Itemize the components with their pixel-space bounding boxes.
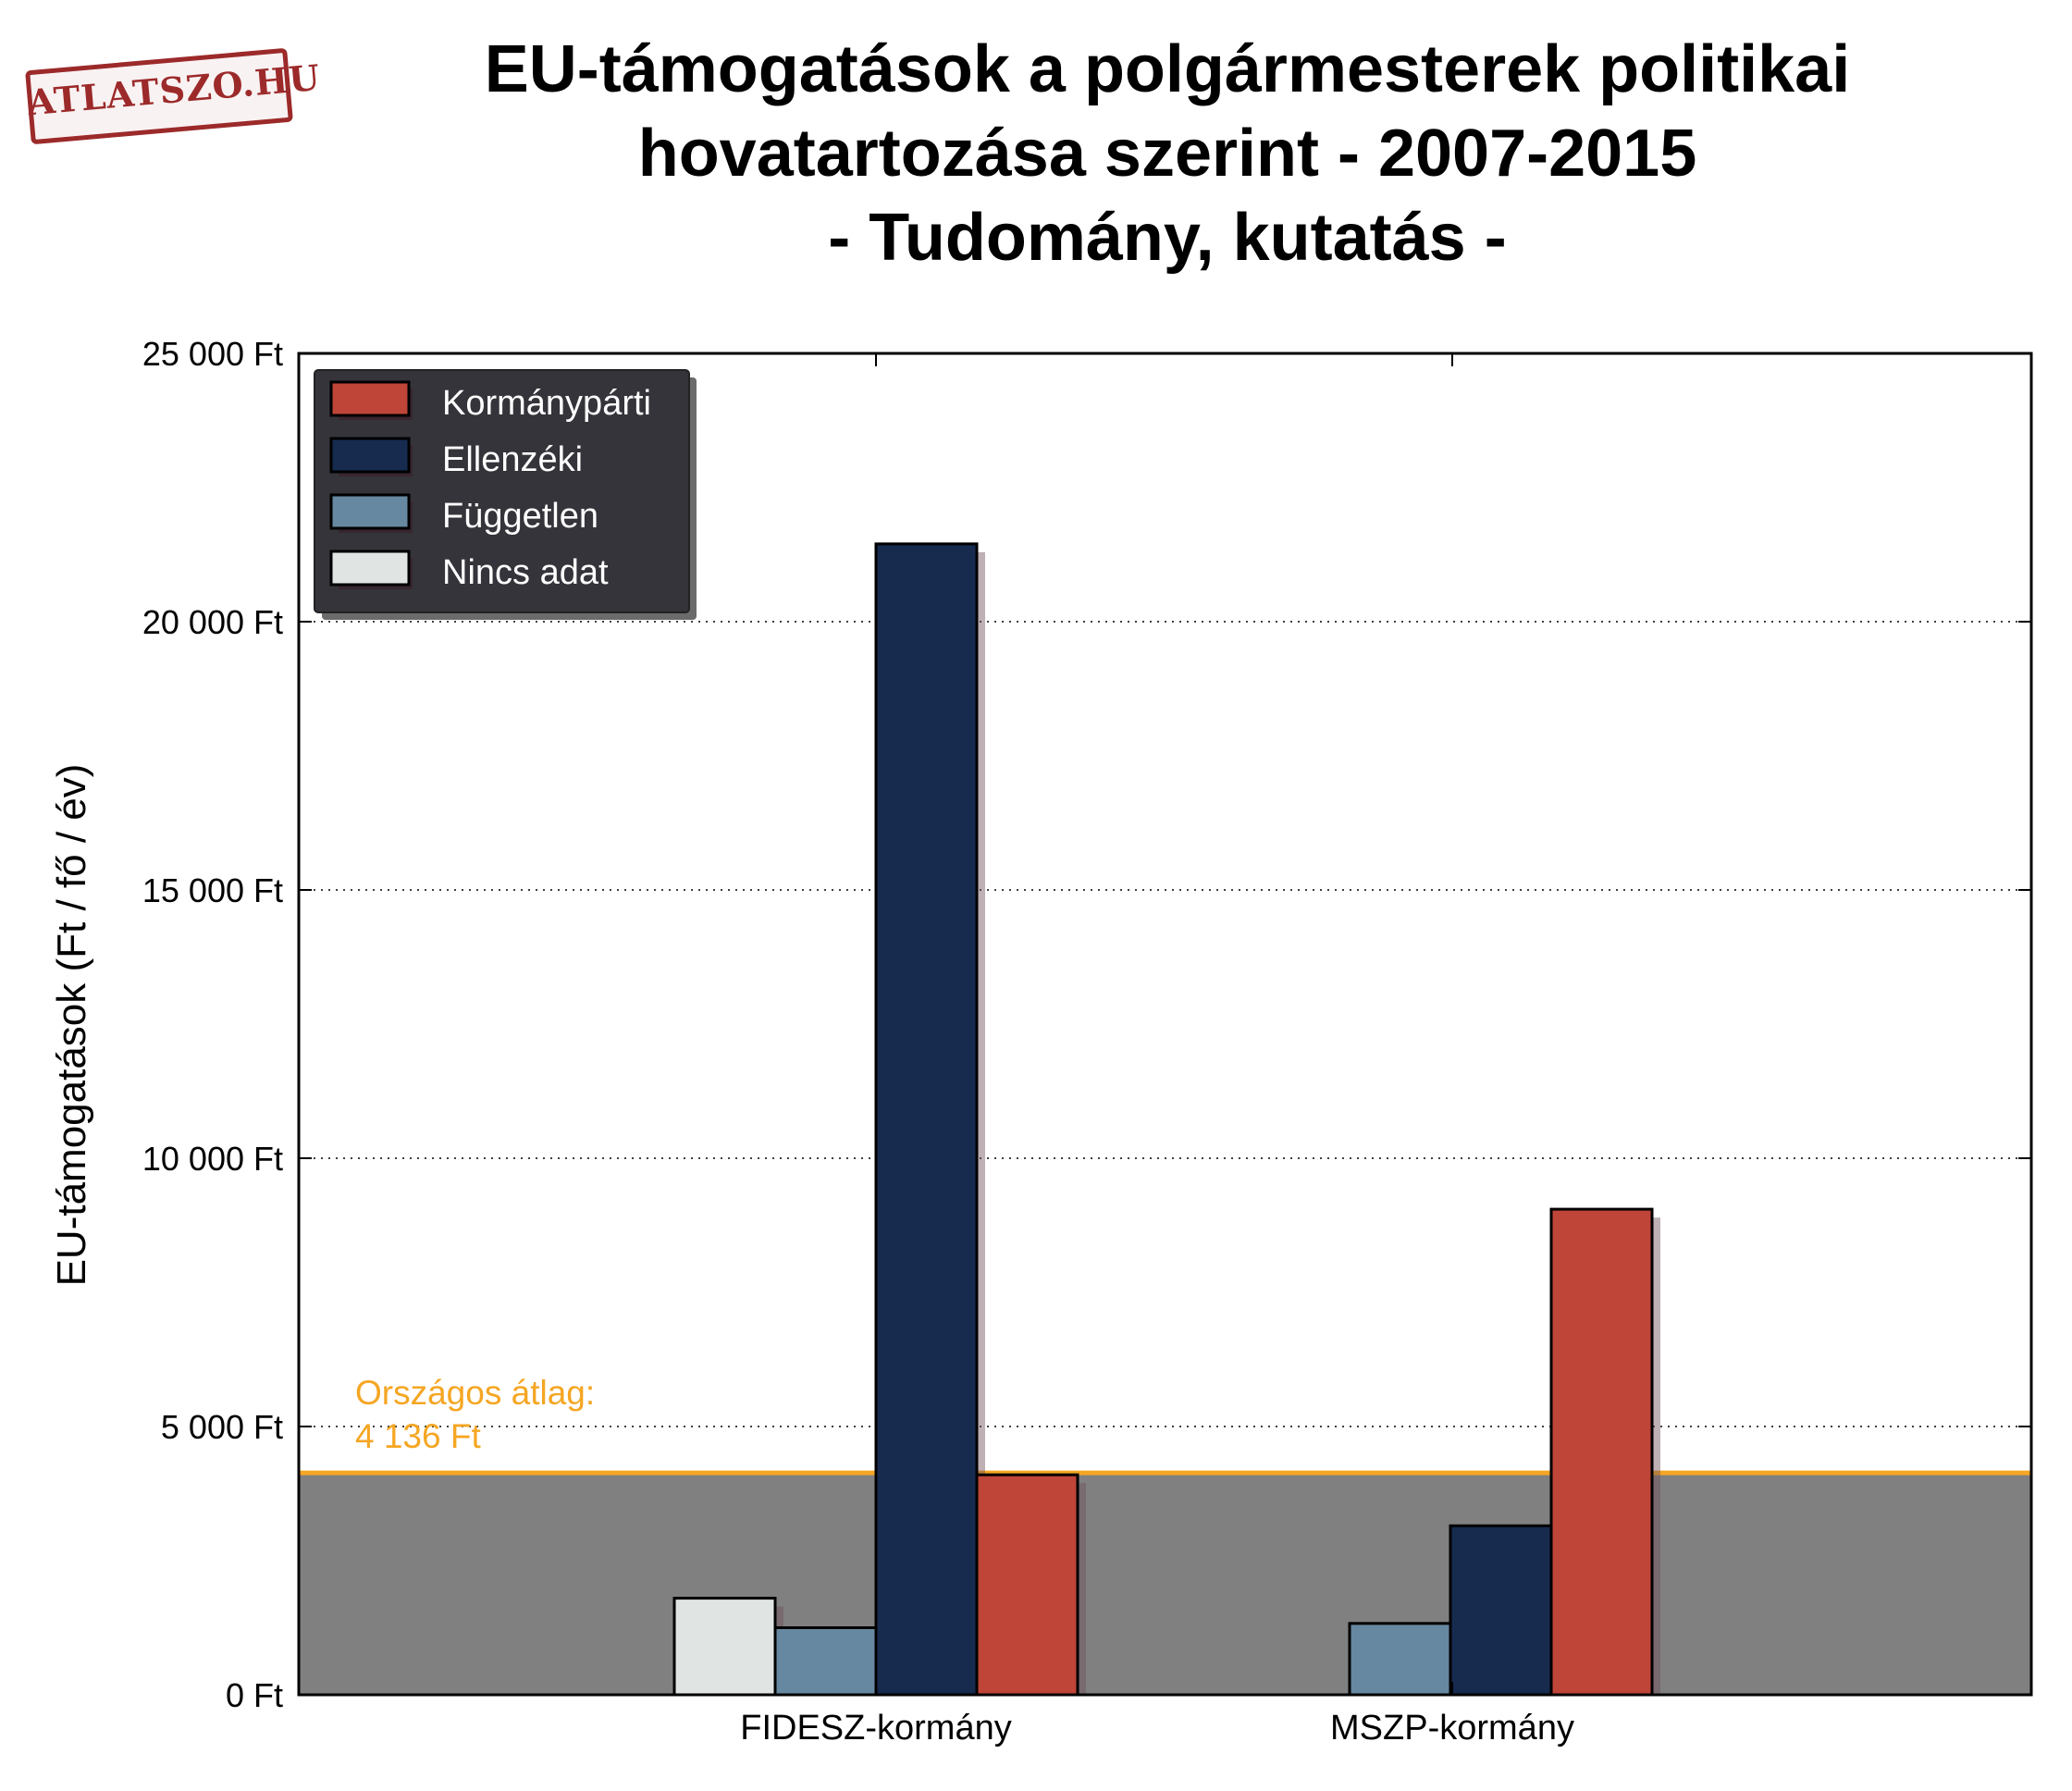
bar-mszp-kormany-ellenzeki bbox=[1449, 1524, 1553, 1697]
xtick-label-mszp-kormany: MSZP-kormány bbox=[1330, 1709, 1574, 1748]
chart-title-line-3: - Tudomány, kutatás - bbox=[828, 201, 1506, 275]
average-label-line2: 4 136 Ft bbox=[355, 1417, 481, 1455]
ytick-label-20000: 20 000 Ft bbox=[142, 603, 283, 641]
chart-title-line-1: EU-támogatások a polgármesterek politika… bbox=[485, 32, 1850, 106]
legend-label-fuggetlen: Független bbox=[442, 497, 598, 536]
average-band bbox=[299, 1473, 2031, 1695]
bar-fidesz-kormany-fuggetlen bbox=[773, 1626, 878, 1697]
bar-mszp-kormany-fuggetlen bbox=[1348, 1622, 1452, 1697]
bar-fidesz-kormany-kormanyparti bbox=[975, 1473, 1079, 1697]
bar-fidesz-kormany-nincs-adat bbox=[672, 1597, 777, 1697]
ytick-label-5000: 5 000 Ft bbox=[161, 1408, 283, 1446]
plot-frame bbox=[297, 352, 2033, 1697]
legend-swatch-ellenzeki bbox=[329, 437, 411, 474]
legend-label-kormanyparti: Kormánypárti bbox=[442, 384, 651, 423]
ytick-label-10000: 10 000 Ft bbox=[142, 1140, 283, 1178]
bar-fidesz-kormany-ellenzeki bbox=[874, 542, 979, 1697]
average-label-line1: Országos átlag: bbox=[355, 1374, 595, 1412]
ytick-label-15000: 15 000 Ft bbox=[142, 871, 283, 909]
bar-mszp-kormany-kormanyparti bbox=[1549, 1207, 1654, 1697]
legend-swatch-kormanyparti bbox=[329, 380, 411, 417]
xtick-label-fidesz-kormany: FIDESZ-kormány bbox=[740, 1709, 1011, 1748]
legend-swatch-nincs-adat bbox=[329, 550, 411, 587]
legend-swatch-fuggetlen bbox=[329, 493, 411, 530]
y-axis-label: EU-támogatások (Ft / fő / év) bbox=[49, 764, 94, 1287]
legend-label-ellenzeki: Ellenzéki bbox=[442, 440, 583, 479]
ytick-label-25000: 25 000 Ft bbox=[142, 335, 283, 373]
legend-label-nincs-adat: Nincs adat bbox=[442, 553, 609, 592]
chart-title-line-2: hovatartozása szerint - 2007-2015 bbox=[638, 117, 1697, 191]
ytick-label-0: 0 Ft bbox=[226, 1676, 283, 1714]
